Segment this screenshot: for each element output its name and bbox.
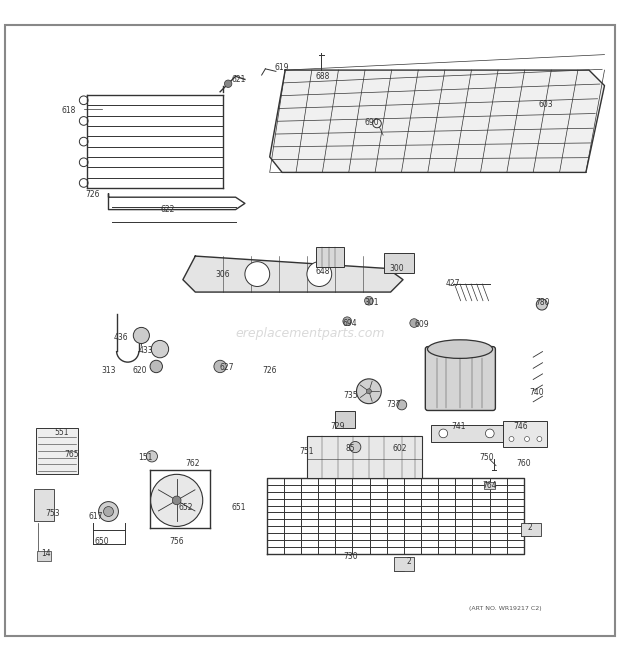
Text: 753: 753 [45,509,60,518]
FancyBboxPatch shape [425,346,495,410]
Text: 730: 730 [343,553,358,561]
Text: 622: 622 [160,205,175,214]
Polygon shape [183,256,403,292]
Text: 726: 726 [86,190,100,198]
Circle shape [151,340,169,358]
Text: 740: 740 [529,388,544,397]
Text: 760: 760 [516,459,531,468]
Circle shape [350,442,361,453]
Text: 609: 609 [414,320,429,329]
Circle shape [439,429,448,438]
FancyBboxPatch shape [384,253,414,273]
Text: 726: 726 [262,366,277,375]
Text: 735: 735 [343,391,358,400]
Text: 436: 436 [113,333,128,342]
Circle shape [146,451,157,462]
Text: 780: 780 [535,298,550,307]
Text: 729: 729 [330,422,345,431]
Circle shape [366,389,371,394]
Text: 764: 764 [482,481,497,490]
Text: 746: 746 [513,422,528,431]
Circle shape [307,262,332,286]
Circle shape [133,327,149,344]
FancyBboxPatch shape [316,247,344,266]
Bar [394,557,414,571]
Circle shape [485,429,494,438]
Text: 694: 694 [343,319,358,328]
Bar [503,421,547,447]
Text: 762: 762 [185,459,200,468]
Bar [37,551,51,561]
Text: 765: 765 [64,450,79,459]
Ellipse shape [428,340,493,358]
Text: 617: 617 [89,512,104,521]
Text: 151: 151 [138,453,153,462]
Bar [307,436,422,478]
Text: 2: 2 [528,523,533,531]
Circle shape [99,502,118,522]
Bar [34,489,54,522]
Text: 603: 603 [538,100,553,108]
Text: 737: 737 [386,401,401,409]
Text: 652: 652 [179,503,193,512]
Text: 621: 621 [231,75,246,84]
Text: 551: 551 [55,428,69,438]
Text: 651: 651 [231,503,246,512]
Text: ereplacementparts.com: ereplacementparts.com [235,327,385,340]
Circle shape [356,379,381,404]
Circle shape [525,436,529,442]
Text: 750: 750 [479,453,494,462]
Circle shape [509,436,514,442]
Bar [521,523,541,536]
Text: 301: 301 [365,298,379,307]
Text: 756: 756 [169,537,184,546]
FancyBboxPatch shape [335,411,355,428]
Text: 300: 300 [389,264,404,273]
Text: 313: 313 [101,366,116,375]
Text: 85: 85 [345,444,355,453]
Text: 306: 306 [216,270,231,279]
Text: 741: 741 [451,422,466,431]
Text: 620: 620 [132,366,147,375]
Text: 602: 602 [392,444,407,453]
Text: 690: 690 [365,118,379,128]
Bar [484,483,495,488]
Circle shape [537,436,542,442]
Circle shape [172,496,181,505]
Bar [431,425,508,442]
Circle shape [397,400,407,410]
Circle shape [150,360,162,373]
Circle shape [224,80,232,87]
Bar [36,428,78,475]
Text: 427: 427 [445,280,460,288]
Circle shape [104,506,113,516]
Text: (ART NO. WR19217 C2): (ART NO. WR19217 C2) [469,605,542,611]
Text: 688: 688 [315,72,330,81]
Text: 650: 650 [95,537,110,546]
Circle shape [214,360,226,373]
Circle shape [410,319,418,327]
Text: 619: 619 [275,63,290,71]
Polygon shape [270,70,604,173]
Text: 648: 648 [315,267,330,276]
Text: 433: 433 [138,346,153,355]
Circle shape [343,317,352,325]
Text: 751: 751 [299,447,314,456]
Text: 2: 2 [407,557,412,566]
Circle shape [365,296,373,305]
Circle shape [245,262,270,286]
Text: 14: 14 [42,549,51,558]
Text: 618: 618 [61,106,76,115]
Circle shape [536,299,547,310]
Text: 627: 627 [219,363,234,372]
Circle shape [151,475,203,526]
